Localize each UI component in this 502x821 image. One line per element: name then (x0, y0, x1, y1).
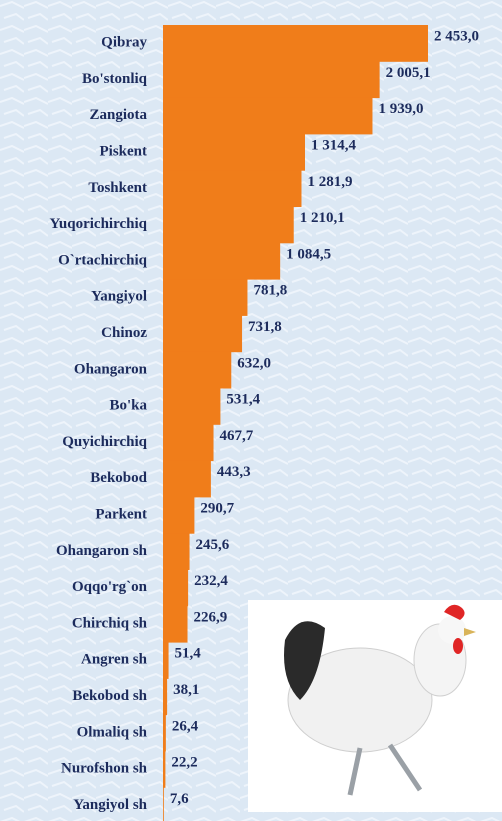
chart: Qibray 2 453,0 Bo'stonliq 2 005,1 Zangiota 1 … (0, 0, 502, 821)
category-label: Bo'ka (109, 398, 147, 414)
bar (163, 279, 247, 316)
bar (163, 642, 169, 679)
value-label: 22,2 (171, 755, 197, 771)
value-label: 1 939,0 (378, 101, 423, 117)
value-label: 632,0 (237, 355, 271, 371)
category-label: Yuqorichirchiq (49, 216, 147, 232)
category-label: Parkent (95, 506, 147, 522)
category-label: Yangiyol sh (73, 797, 147, 813)
category-label: Bekobod sh (72, 688, 147, 704)
bar (163, 533, 190, 570)
value-label: 26,4 (172, 718, 199, 734)
category-label: Toshkent (88, 180, 147, 196)
bar (163, 424, 214, 461)
bar (163, 207, 294, 244)
bar (163, 497, 194, 534)
category-label: Qibray (101, 35, 147, 51)
category-label: O`rtachirchiq (58, 252, 148, 268)
value-label: 1 084,5 (286, 246, 331, 262)
category-label: Olmaliq sh (77, 724, 148, 740)
category-label: Piskent (99, 143, 147, 159)
category-label: Chirchiq sh (72, 615, 148, 631)
chicken-picture (248, 600, 502, 812)
value-label: 443,3 (217, 464, 251, 480)
value-label: 7,6 (170, 791, 189, 807)
bar (163, 606, 188, 643)
category-label: Chinoz (101, 325, 147, 341)
value-label: 2 005,1 (386, 65, 431, 81)
value-label: 531,4 (226, 392, 260, 408)
value-label: 226,9 (194, 609, 228, 625)
bar (163, 570, 188, 607)
bar (163, 678, 167, 715)
value-label: 290,7 (200, 500, 234, 516)
value-label: 781,8 (253, 283, 287, 299)
bar (163, 243, 280, 280)
bar (163, 461, 211, 498)
value-label: 731,8 (248, 319, 282, 335)
category-label: Oqqo'rg`on (72, 579, 148, 595)
category-label: Nurofshon sh (61, 761, 148, 777)
category-label: Ohangaron sh (56, 543, 148, 559)
bar (163, 787, 164, 821)
category-label: Angren sh (81, 652, 148, 668)
category-label: Yangiyol (91, 289, 147, 305)
bar (163, 170, 301, 207)
value-label: 1 210,1 (300, 210, 345, 226)
value-label: 38,1 (173, 682, 199, 698)
category-label: Ohangaron (74, 361, 148, 377)
bar (163, 352, 231, 389)
bar (163, 25, 428, 62)
category-label: Zangiota (89, 107, 147, 123)
value-label: 232,4 (194, 573, 228, 589)
bar (163, 751, 165, 788)
value-label: 2 453,0 (434, 29, 479, 45)
value-label: 51,4 (175, 646, 202, 662)
bar (163, 61, 380, 98)
value-label: 245,6 (196, 537, 230, 553)
value-label: 1 314,4 (311, 137, 357, 153)
value-label: 467,7 (220, 428, 254, 444)
category-label: Bekobod (90, 470, 147, 486)
bar (163, 715, 166, 752)
bar (163, 388, 220, 425)
bar (163, 134, 305, 171)
category-label: Bo'stonliq (82, 71, 148, 87)
bar (163, 315, 242, 352)
bar (163, 98, 372, 135)
category-label: Quyichirchiq (62, 434, 147, 450)
value-label: 1 281,9 (307, 174, 352, 190)
